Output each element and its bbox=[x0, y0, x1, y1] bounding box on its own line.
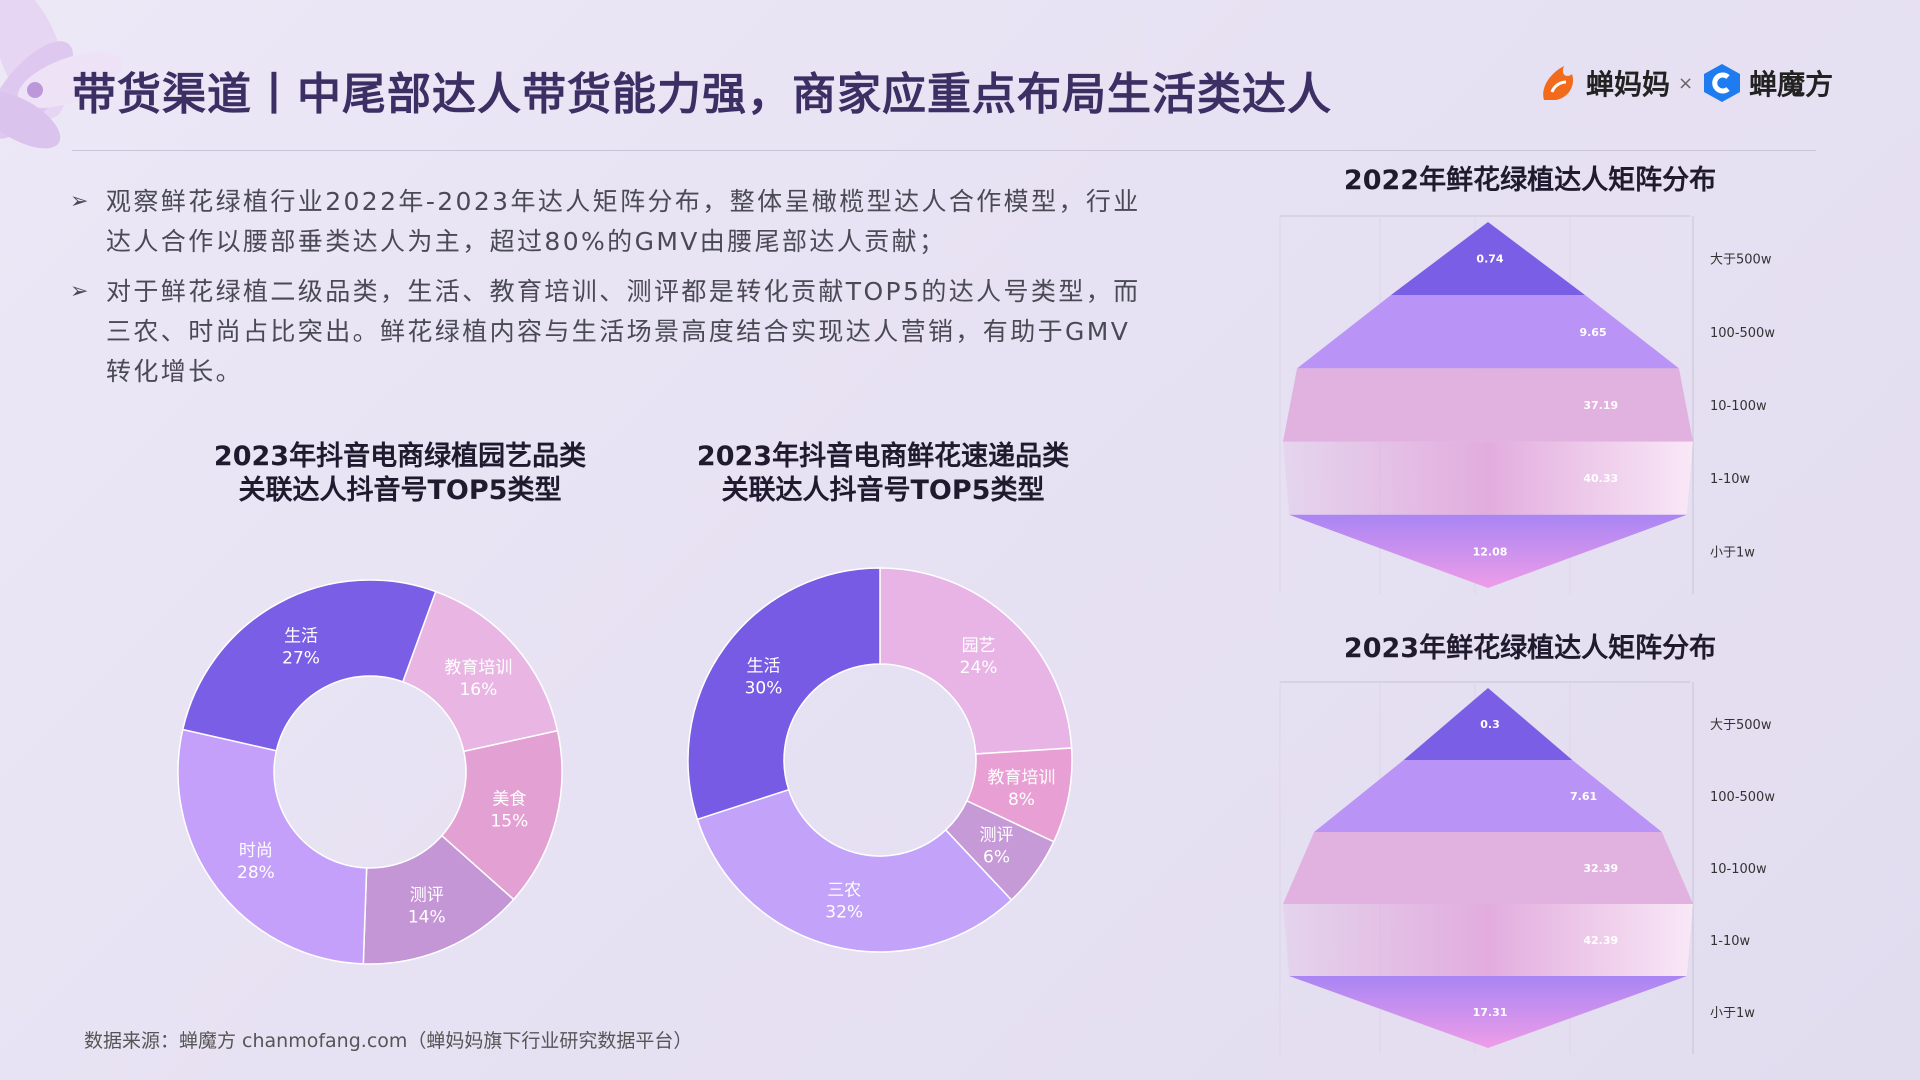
brand-chanmofang: 蝉魔方 bbox=[1749, 68, 1834, 101]
matrix-chart-2023: 0.3 大于500w 7.61 100-500w 32.39 10-100w 42.39 1-… bbox=[1279, 681, 1775, 1054]
donut1-title-line2: 关联达人抖音号TOP5类型 bbox=[238, 475, 562, 506]
slice-label: 生活 bbox=[284, 627, 318, 647]
slice-label: 园艺 bbox=[962, 636, 996, 656]
matrix-value-label: 17.31 bbox=[1473, 1006, 1508, 1019]
brand-logos: 蝉妈妈 × 蝉魔方 bbox=[1538, 60, 1833, 106]
matrix-tier-大于500w bbox=[1390, 222, 1586, 296]
bullet-item: ➢ 观察鲜花绿植行业2022年-2023年达人矩阵分布，整体呈橄榄型达人合作模型… bbox=[70, 182, 1150, 262]
donut2-title: 2023年抖音电商鲜花速递品类 关联达人抖音号TOP5类型 bbox=[673, 440, 1093, 508]
slice-value-label: 16% bbox=[459, 680, 497, 700]
matrix-value-label: 40.33 bbox=[1583, 472, 1618, 485]
matrix-tier-1-10w bbox=[1283, 441, 1693, 515]
matrix-tier-label: 100-500w bbox=[1710, 790, 1775, 805]
matrix-tier-label: 100-500w bbox=[1710, 326, 1775, 341]
slice-value-label: 6% bbox=[983, 848, 1010, 868]
brand-chanmama: 蝉妈妈 bbox=[1586, 68, 1671, 101]
flower-decoration bbox=[0, 0, 123, 149]
matrix-tier-label: 小于1w bbox=[1710, 1006, 1755, 1021]
matrix-tier-小于1w bbox=[1289, 514, 1687, 588]
slice-label: 教育培训 bbox=[987, 768, 1055, 788]
slice-label: 测评 bbox=[979, 826, 1013, 846]
slice-value-label: 15% bbox=[490, 811, 528, 831]
slice-value-label: 14% bbox=[408, 907, 446, 927]
donut-slice-园艺 bbox=[879, 567, 1073, 755]
matrix-tier-100-500w bbox=[1314, 760, 1662, 832]
matrix-value-label: 42.39 bbox=[1583, 934, 1618, 947]
matrix-chart-2022: 0.74 大于500w 9.65 100-500w 37.19 10-100w 40.33 1… bbox=[1279, 215, 1775, 594]
matrix-tier-label: 10-100w bbox=[1710, 862, 1767, 877]
donut-slice-生活 bbox=[687, 567, 881, 821]
slice-label: 三农 bbox=[827, 880, 861, 900]
donut-slice-生活 bbox=[181, 579, 437, 752]
donut-slice-三农 bbox=[696, 788, 1013, 953]
brand-separator: × bbox=[1678, 72, 1694, 94]
matrix-tier-label: 大于500w bbox=[1710, 718, 1772, 733]
bullet-text: 对于鲜花绿植二级品类，生活、教育培训、测评都是转化贡献TOP5的达人号类型，而三… bbox=[106, 277, 1141, 386]
slice-value-label: 24% bbox=[960, 658, 998, 678]
data-source: 数据来源：蝉魔方 chanmofang.com（蝉妈妈旗下行业研究数据平台） bbox=[84, 1030, 693, 1052]
matrix-tier-100-500w bbox=[1297, 295, 1679, 369]
bullet-text: 观察鲜花绿植行业2022年-2023年达人矩阵分布，整体呈橄榄型达人合作模型，行… bbox=[106, 187, 1141, 256]
matrix-value-label: 32.39 bbox=[1583, 862, 1618, 875]
slice-label: 时尚 bbox=[239, 841, 273, 861]
donut1-title: 2023年抖音电商绿植园艺品类 关联达人抖音号TOP5类型 bbox=[190, 440, 610, 508]
matrix-tier-10-100w bbox=[1283, 368, 1693, 442]
matrix-tier-label: 小于1w bbox=[1710, 545, 1755, 560]
slice-label: 测评 bbox=[410, 885, 444, 905]
matrix-tier-1-10w bbox=[1283, 904, 1693, 976]
title-divider bbox=[72, 150, 1816, 151]
slice-value-label: 30% bbox=[745, 678, 783, 698]
page-title: 带货渠道丨中尾部达人带货能力强，商家应重点布局生活类达人 bbox=[72, 69, 1332, 120]
donut1-title-line1: 2023年抖音电商绿植园艺品类 bbox=[213, 441, 587, 472]
matrix-tier-大于500w bbox=[1403, 688, 1573, 760]
chanmama-logo-icon bbox=[1543, 66, 1574, 100]
slice-label: 美食 bbox=[492, 789, 526, 809]
matrix-value-label: 9.65 bbox=[1579, 326, 1606, 339]
arrow-bullet-icon: ➢ bbox=[70, 189, 91, 214]
bullet-list: ➢ 观察鲜花绿植行业2022年-2023年达人矩阵分布，整体呈橄榄型达人合作模型… bbox=[70, 182, 1150, 402]
matrix2023-title: 2023年鲜花绿植达人矩阵分布 bbox=[1343, 633, 1717, 664]
matrix-tier-label: 1-10w bbox=[1710, 472, 1751, 487]
matrix-tier-10-100w bbox=[1283, 832, 1693, 904]
matrix-tier-label: 1-10w bbox=[1710, 934, 1751, 949]
arrow-bullet-icon: ➢ bbox=[70, 279, 91, 304]
donut-slice-教育培训 bbox=[401, 590, 559, 753]
donut2-title-line1: 2023年抖音电商鲜花速递品类 bbox=[696, 441, 1070, 472]
donut-slice-时尚 bbox=[177, 728, 368, 965]
slice-label: 生活 bbox=[747, 656, 781, 676]
matrix-tier-label: 大于500w bbox=[1710, 253, 1772, 268]
slice-value-label: 28% bbox=[237, 863, 275, 883]
slice-value-label: 32% bbox=[825, 902, 863, 922]
matrix-tier-label: 10-100w bbox=[1710, 399, 1767, 414]
bullet-item: ➢ 对于鲜花绿植二级品类，生活、教育培训、测评都是转化贡献TOP5的达人号类型，… bbox=[70, 272, 1150, 392]
slice-value-label: 27% bbox=[282, 649, 320, 669]
matrix-value-label: 0.74 bbox=[1476, 253, 1503, 266]
matrix-value-label: 12.08 bbox=[1473, 545, 1508, 558]
matrix-value-label: 37.19 bbox=[1583, 399, 1618, 412]
donut2-title-line2: 关联达人抖音号TOP5类型 bbox=[721, 475, 1045, 506]
slice-value-label: 8% bbox=[1008, 790, 1035, 810]
chanmofang-logo-icon bbox=[1704, 64, 1741, 102]
matrix-value-label: 0.3 bbox=[1480, 718, 1500, 731]
slice-label: 教育培训 bbox=[444, 658, 512, 678]
matrix-value-label: 7.61 bbox=[1570, 790, 1597, 803]
matrix2022-title: 2022年鲜花绿植达人矩阵分布 bbox=[1343, 165, 1717, 196]
matrix-tier-小于1w bbox=[1289, 976, 1687, 1048]
